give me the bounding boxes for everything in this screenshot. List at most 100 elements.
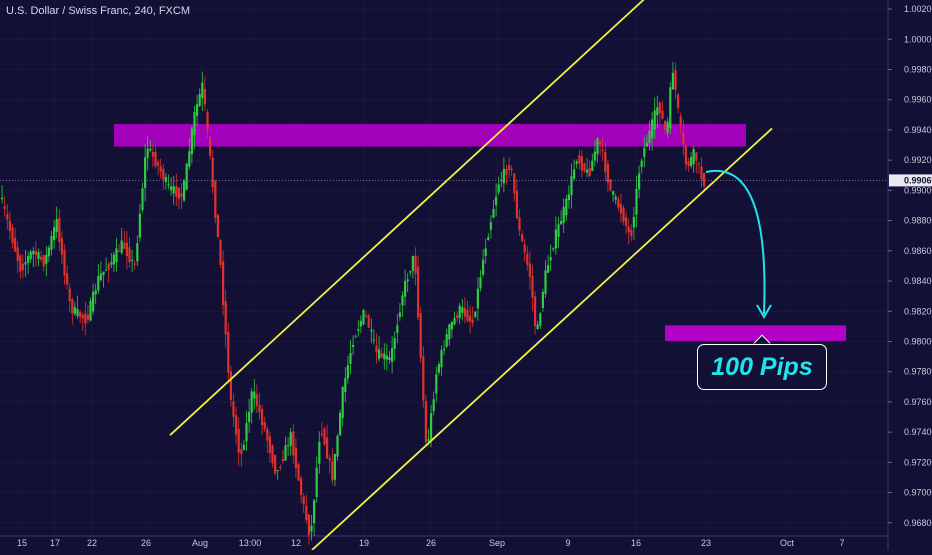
candle-bull <box>411 255 414 271</box>
candle-bull <box>484 248 487 256</box>
candle-bear <box>526 253 529 265</box>
candle-bear <box>237 428 240 453</box>
candle-bull <box>593 151 596 161</box>
x-tick-label: Sep <box>489 538 505 548</box>
pips-annotation-text: 100 Pips <box>711 352 813 381</box>
x-tick-label: 26 <box>426 538 436 548</box>
candle-bear <box>71 299 74 314</box>
candle-bull <box>346 365 349 379</box>
candle-bear <box>380 353 383 358</box>
candle-bear <box>274 454 277 474</box>
candle-bear <box>456 315 459 318</box>
candle-bear <box>682 132 685 144</box>
channel-upper-line <box>169 0 645 436</box>
candle-bear <box>68 288 71 302</box>
candle-bull <box>136 242 139 262</box>
candle-bear <box>203 89 206 105</box>
candle-bear <box>695 152 698 161</box>
candle-bull <box>99 273 102 281</box>
candle-bear <box>209 137 212 156</box>
candle-bull <box>354 336 357 338</box>
candle-bull <box>458 305 461 319</box>
candle-bear <box>159 166 162 172</box>
candle-bull <box>29 251 32 260</box>
candle-bull <box>492 209 495 218</box>
candle-bull <box>409 271 412 273</box>
candle-bear <box>679 116 682 125</box>
candle-bear <box>515 191 518 219</box>
candle-bull <box>188 151 191 167</box>
candle-bear <box>279 466 282 468</box>
candle-bear <box>232 401 235 417</box>
candle-bear <box>697 163 700 165</box>
candle-bear <box>211 157 214 188</box>
candle-bull <box>396 325 399 333</box>
candle-bull <box>310 525 313 532</box>
candle-bull <box>648 130 651 143</box>
y-tick-label: 1.00200 <box>904 4 932 14</box>
candle-bull <box>383 353 386 360</box>
candle-bear <box>118 250 121 252</box>
x-tick-label: 16 <box>631 538 641 548</box>
candle-bear <box>240 449 243 455</box>
candle-bear <box>424 401 427 443</box>
candle-bull <box>482 259 485 275</box>
candle-bear <box>677 94 680 108</box>
candle-bear <box>604 151 607 172</box>
candle-bull <box>479 277 482 289</box>
candle-bull <box>461 307 464 313</box>
candle-bear <box>606 163 609 183</box>
candle-bull <box>50 235 53 250</box>
candle-bear <box>128 247 131 263</box>
x-tick-label: Aug <box>192 538 208 548</box>
candle-bear <box>601 149 604 151</box>
candle-bear <box>528 263 531 277</box>
candle-bear <box>578 155 581 164</box>
candle-bear <box>58 218 61 242</box>
candle-bull <box>645 142 648 147</box>
candle-bull <box>643 148 646 158</box>
candle-bull <box>352 344 355 347</box>
candle-bear <box>534 296 537 326</box>
candle-bull <box>242 444 245 450</box>
candle-bull <box>55 219 58 232</box>
candle-bear <box>11 227 14 244</box>
candle-bear <box>609 179 612 191</box>
candle-bear <box>180 193 183 197</box>
candle-bull <box>170 186 173 191</box>
candle-bear <box>331 461 334 481</box>
candle-bull <box>565 198 568 216</box>
candle-bear <box>617 199 620 208</box>
candle-bull <box>404 281 407 297</box>
candle-bull <box>536 324 539 330</box>
candle-bear <box>157 161 160 166</box>
candle-bear <box>463 307 466 317</box>
candle-bear <box>580 156 583 171</box>
candle-bear <box>664 121 667 131</box>
candle-bull <box>185 163 188 190</box>
candle-bull <box>562 206 565 223</box>
candle-bull <box>344 378 347 393</box>
candle-bull <box>97 275 100 291</box>
candle-bear <box>224 301 227 335</box>
candle-bull <box>502 168 505 184</box>
candle-bear <box>674 70 677 91</box>
candle-bear <box>531 275 534 298</box>
candle-bull <box>146 148 149 158</box>
candle-bull <box>539 313 542 326</box>
target-zone <box>665 325 846 341</box>
candle-bull <box>549 257 552 261</box>
candle-bear <box>518 217 521 231</box>
candle-bull <box>487 237 490 241</box>
candle-bull <box>692 148 695 165</box>
candle-bear <box>684 145 687 165</box>
candle-bear <box>235 415 238 435</box>
candle-bull <box>110 262 113 265</box>
candle-bull <box>547 265 550 273</box>
